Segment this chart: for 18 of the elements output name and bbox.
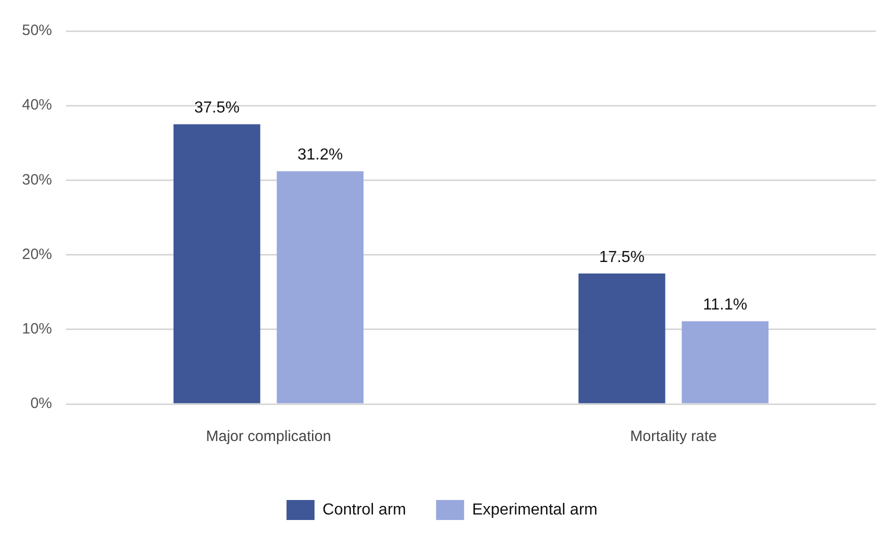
legend-label: Experimental arm — [472, 501, 598, 518]
y-tick-label: 20% — [22, 246, 52, 263]
data-label: 31.2% — [297, 146, 343, 164]
legend-label: Control arm — [322, 501, 406, 518]
x-tick-label: Mortality rate — [630, 428, 717, 446]
x-tick-label: Major complication — [206, 428, 332, 446]
bar — [682, 321, 769, 404]
bar — [174, 124, 260, 404]
data-label: 17.5% — [599, 248, 645, 266]
y-tick-label: 40% — [22, 96, 52, 114]
bar — [578, 273, 666, 404]
y-tick-label: 0% — [30, 395, 52, 412]
data-label: 37.5% — [194, 100, 240, 117]
y-tick-label: 10% — [22, 320, 52, 338]
y-tick-label: 50% — [22, 22, 52, 40]
y-tick-label: 30% — [22, 171, 52, 188]
bar — [276, 171, 364, 404]
data-label: 11.1% — [703, 296, 748, 314]
